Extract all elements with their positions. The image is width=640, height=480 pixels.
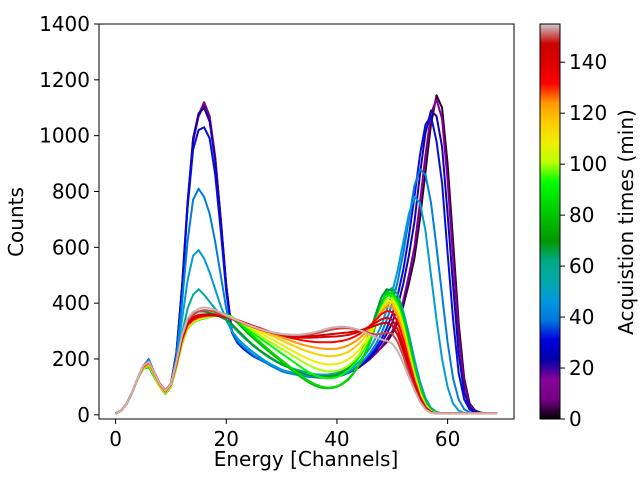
series-line (115, 94, 498, 415)
series-line (115, 309, 498, 415)
plot-frame (98, 23, 515, 420)
series-line (115, 306, 498, 415)
colorbar: 0 20 40 60 80 100 120 140 Acquistion times (min… (539, 23, 638, 431)
colorbar-tick-label: 40 (569, 305, 594, 329)
series-line (115, 293, 498, 415)
series-line (115, 290, 498, 415)
colorbar-ticks: 0 20 40 60 80 100 120 140 (560, 50, 607, 431)
colorbar-frame (539, 23, 561, 420)
colorbar-tick-label: 60 (569, 254, 594, 278)
series-line (115, 290, 498, 415)
series-line (115, 299, 498, 415)
series-line (115, 309, 498, 415)
series-line (115, 196, 498, 415)
x-tick-label: 0 (109, 427, 122, 451)
series-line (115, 98, 498, 415)
colorbar-tick-label: 80 (569, 203, 594, 227)
colorbar-bar (540, 24, 560, 419)
y-tick-label: 1000 (39, 124, 90, 148)
x-tick-label: 60 (435, 427, 460, 451)
series-line (115, 106, 498, 415)
x-tick-label: 20 (214, 427, 239, 451)
colorbar-tick-label: 140 (569, 50, 607, 74)
y-tick-label: 400 (52, 291, 90, 315)
series-line (115, 305, 498, 415)
y-tick-label: 0 (77, 403, 90, 427)
colorbar-tick-label: 100 (569, 152, 607, 176)
colorbar-label: Acquistion times (min) (614, 109, 638, 335)
y-tick-label: 600 (52, 235, 90, 259)
series-group (115, 94, 498, 415)
y-axis: 0 200 400 600 800 1000 1200 1400 (39, 12, 99, 427)
series-line (115, 115, 498, 415)
y-tick-label: 200 (52, 347, 90, 371)
y-axis-label: Counts (4, 187, 28, 257)
y-tick-label: 800 (52, 179, 90, 203)
y-tick-label: 1200 (39, 68, 90, 92)
colorbar-tick-label: 20 (569, 356, 594, 380)
colorbar-tick-label: 0 (569, 407, 582, 431)
y-tick-label: 1400 (39, 12, 90, 36)
series-line (115, 296, 498, 415)
x-axis-label: Energy [Channels] (214, 447, 399, 471)
colorbar-tick-label: 120 (569, 101, 607, 125)
x-tick-label: 40 (324, 427, 349, 451)
x-axis: 0 20 40 60 (109, 419, 460, 451)
